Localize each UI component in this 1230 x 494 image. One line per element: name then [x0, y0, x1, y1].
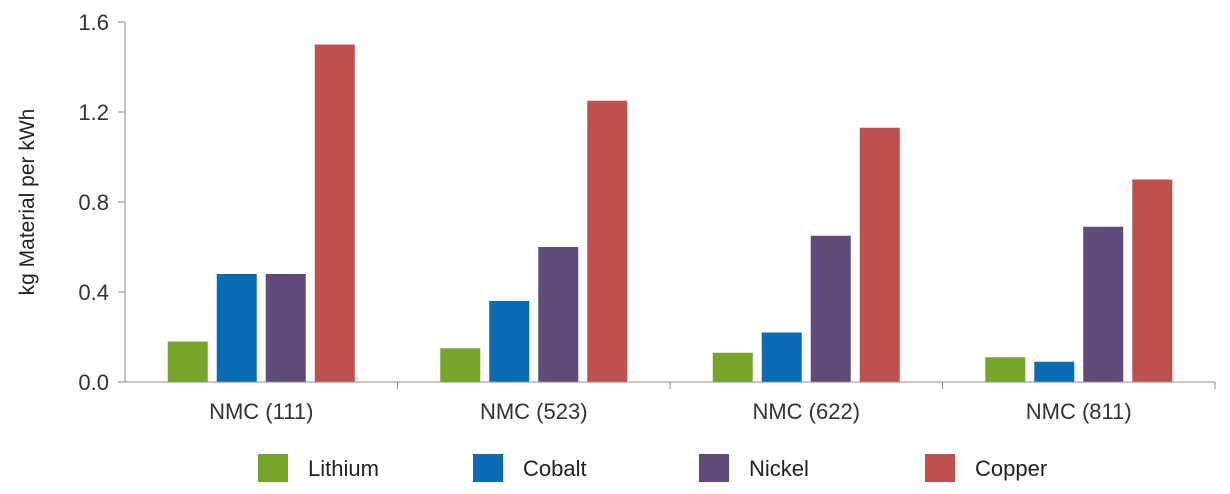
legend-label-lithium: Lithium — [308, 456, 379, 481]
x-category-label: NMC (111) — [209, 399, 313, 424]
legend-swatch-nickel — [699, 454, 729, 482]
legend: Lithium Cobalt Nickel Copper — [258, 454, 1047, 482]
bars-group — [167, 44, 1173, 382]
y-axis-title: kg Material per kWh — [16, 109, 39, 296]
bar-nickel-1 — [265, 274, 306, 382]
y-axis: 0.0 0.4 0.8 1.2 1.6 — [78, 10, 126, 395]
y-tick-label: 0.4 — [78, 280, 109, 305]
x-category-label: NMC (811) — [1026, 399, 1132, 424]
x-category-label: NMC (523) — [480, 399, 588, 424]
y-tick-label: 0.8 — [78, 190, 109, 215]
bar-nickel-2 — [538, 247, 579, 382]
y-tick-label: 0.0 — [78, 370, 109, 395]
bar-cobalt-4 — [1034, 361, 1075, 382]
bar-copper-2 — [587, 100, 628, 382]
bar-nickel-4 — [1083, 226, 1124, 382]
bar-cobalt-2 — [489, 301, 530, 382]
bar-copper-3 — [859, 127, 900, 382]
bar-lithium-2 — [440, 348, 481, 382]
y-tick-label: 1.6 — [78, 10, 109, 35]
legend-label-nickel: Nickel — [749, 456, 809, 481]
bar-lithium-3 — [712, 352, 753, 382]
legend-swatch-cobalt — [473, 454, 503, 482]
bar-lithium-1 — [167, 341, 208, 382]
legend-label-copper: Copper — [975, 456, 1047, 481]
x-category-label: NMC (622) — [752, 399, 860, 424]
legend-label-cobalt: Cobalt — [523, 456, 587, 481]
bar-copper-1 — [314, 44, 355, 382]
bar-lithium-4 — [985, 357, 1026, 382]
legend-swatch-copper — [925, 454, 955, 482]
bar-copper-4 — [1132, 179, 1173, 382]
bar-cobalt-1 — [216, 274, 257, 382]
x-axis: NMC (111) NMC (523) NMC (622) NMC (811) — [125, 381, 1216, 424]
bar-nickel-3 — [810, 235, 851, 382]
bar-cobalt-3 — [761, 332, 802, 382]
y-tick-label: 1.2 — [78, 100, 109, 125]
legend-swatch-lithium — [258, 454, 288, 482]
